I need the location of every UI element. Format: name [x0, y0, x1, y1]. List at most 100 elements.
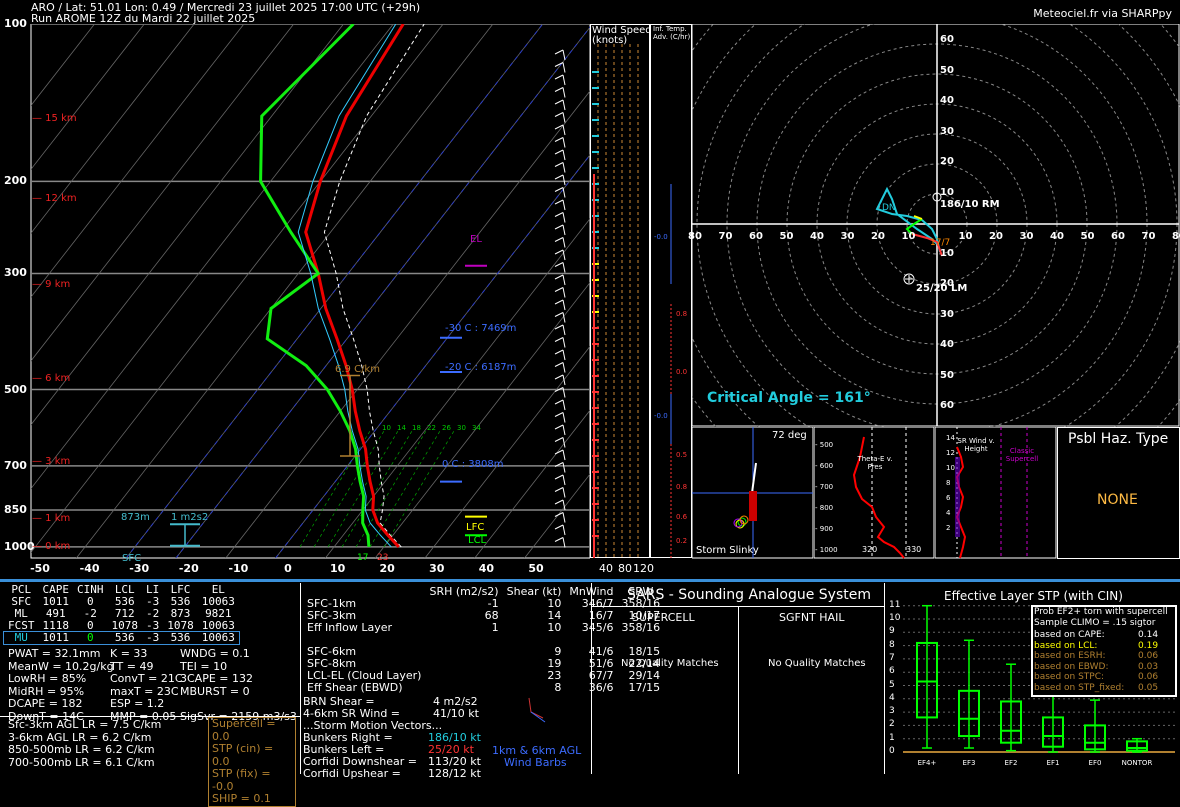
- sars-sup: SUPERCELL: [632, 611, 695, 624]
- hodo-y-tick: 50: [940, 369, 954, 381]
- kin-cell: [425, 646, 502, 658]
- wind-barb: [554, 349, 564, 355]
- kin-cell: 10: [547, 621, 562, 634]
- stp-box: [1084, 724, 1106, 751]
- hodo-lm-label: 25/20 LM: [916, 283, 968, 294]
- sars-right-border: [884, 583, 885, 774]
- mixing-ratio-label: 30: [457, 424, 466, 432]
- theta-e-chart: [814, 427, 935, 559]
- wind-barb-flag: [562, 412, 566, 423]
- kin-cell: LCL-EL (Cloud Layer): [307, 669, 422, 682]
- stp-prob-label: based on STP_fixed:: [1034, 682, 1125, 693]
- kin-row: SFC-3km 68 14 16/7 10/17: [303, 610, 664, 622]
- hodo-x-tick: 70: [718, 231, 733, 242]
- wind-barb-flag: [562, 537, 566, 548]
- lapse-rate: 3-6km AGL LR = 6.2 C/km: [8, 730, 152, 744]
- kin-cell: 345/6: [581, 621, 614, 634]
- index-value: LowRH = 85%: [8, 672, 87, 685]
- temp-tick: -10: [228, 562, 249, 575]
- wind-barb: [554, 362, 564, 367]
- wind-barb-flag: [562, 337, 566, 348]
- stp-prob-label: based on LCL:: [1034, 640, 1098, 651]
- stp-prob-value: 0.06: [1138, 651, 1159, 661]
- stp-prob-value: 0.05: [1138, 682, 1159, 693]
- lr-block: [0, 716, 300, 775]
- parcel-row: MU 1011 0 536 -3 536 10063: [3, 631, 240, 645]
- stp-y-tick: 2: [889, 719, 895, 730]
- parcel-header: CAPE: [42, 583, 70, 596]
- isotherm: [325, 218, 590, 558]
- kin-cell: 14: [547, 609, 562, 622]
- parcel-row: ML 491 -2 712 -2 873 9821: [4, 608, 239, 620]
- hodo-y-tick: 20: [940, 156, 954, 167]
- isotherm: [374, 281, 590, 558]
- kin-cell: 68: [484, 609, 499, 622]
- pressure-tick: 200: [4, 174, 27, 188]
- hodo-x-tick: 80: [688, 231, 702, 242]
- pressure-tick: 850: [4, 503, 27, 516]
- kin-cell: 22/14: [628, 657, 661, 670]
- parcel-cell: ML: [14, 607, 28, 620]
- parcel-cell: 0: [86, 631, 94, 644]
- wind-barb-flag: [562, 137, 566, 148]
- index-value: TEI = 10: [180, 659, 228, 673]
- wind-speed-title2: (knots): [592, 35, 628, 46]
- hodo-y-tick: 50: [940, 64, 954, 76]
- temp-tick: 30: [429, 562, 445, 575]
- iso-0-label: 0 C : 3808m: [442, 459, 504, 470]
- wind-barb: [554, 287, 564, 292]
- height-label: — 3 km: [32, 456, 71, 467]
- wind-barb: [554, 474, 564, 480]
- stp-prob-label: based on EBWD:: [1034, 661, 1109, 672]
- wind-barb: [554, 424, 564, 430]
- pressure-tick: 100: [4, 17, 27, 30]
- supercell-param: STP (fix) = -0.0: [212, 767, 271, 793]
- stp-prob-value: 0.03: [1138, 661, 1159, 672]
- lfc-label: LFC: [466, 522, 485, 533]
- stp-prob-value: 0.19: [1138, 640, 1159, 651]
- mixing-ratio-label: 26: [442, 424, 451, 432]
- isotherm-freeze: [125, 24, 544, 558]
- stp-prob-value: 0.14: [1138, 630, 1159, 640]
- stp-box: [1126, 740, 1148, 752]
- index-value: maxT = 23C: [110, 684, 179, 698]
- kin-row: SFC-6km 9 41/6 18/15: [303, 646, 664, 658]
- index-value: WNDG = 0.1: [180, 647, 250, 660]
- inf-temp-neg2: -0.0: [654, 412, 668, 420]
- hodo-x-tick: 80: [1172, 231, 1180, 242]
- wind-barb-flag: [562, 274, 566, 286]
- parcel-cell: 9821: [205, 607, 232, 620]
- wind-barb-flag: [562, 499, 566, 511]
- srw-title: SR Wind v. Height: [957, 437, 995, 453]
- hodo-y-tick: 20: [940, 278, 954, 289]
- inf-temp-lines: [670, 184, 672, 558]
- wind-barb: [554, 199, 564, 205]
- parcel-cell: -2: [83, 607, 97, 620]
- inf-temp-v4: 0.5: [676, 451, 688, 459]
- parcel-cell: 10063: [201, 595, 235, 608]
- temp-tick: -40: [79, 562, 100, 575]
- kin-cell: 19: [547, 657, 562, 670]
- wind-barb: [554, 124, 564, 130]
- hodo-y-tick: 10: [940, 247, 954, 259]
- temp-tick: 0: [284, 562, 292, 575]
- hodo-x-tick: 50: [1080, 231, 1095, 242]
- parcel-cell: 536: [170, 631, 191, 644]
- supercell-param: SHIP = 0.1: [212, 792, 271, 805]
- sars-hail-result: No Quality Matches: [768, 658, 866, 669]
- wind-barb: [554, 112, 564, 117]
- wind-barb: [554, 299, 564, 305]
- inflow-srh-label: 1 m2s2: [171, 512, 209, 523]
- parcel-header: LCL: [114, 583, 135, 596]
- stp-x-tick: NONTOR: [1121, 759, 1153, 767]
- hodo-x-tick: 60: [749, 231, 763, 242]
- wind-barb: [554, 137, 564, 142]
- wind-barb: [554, 499, 564, 505]
- wind-barb: [554, 512, 564, 517]
- theta-p-tick: - 1000: [815, 546, 838, 554]
- hodo-x-tick: 60: [1111, 231, 1125, 242]
- mixing-ratio-label: 18: [412, 424, 421, 432]
- wind-barb-flag: [562, 312, 566, 323]
- critical-angle: Critical Angle = 161°: [707, 390, 871, 406]
- wind-barb-flag: [562, 374, 566, 386]
